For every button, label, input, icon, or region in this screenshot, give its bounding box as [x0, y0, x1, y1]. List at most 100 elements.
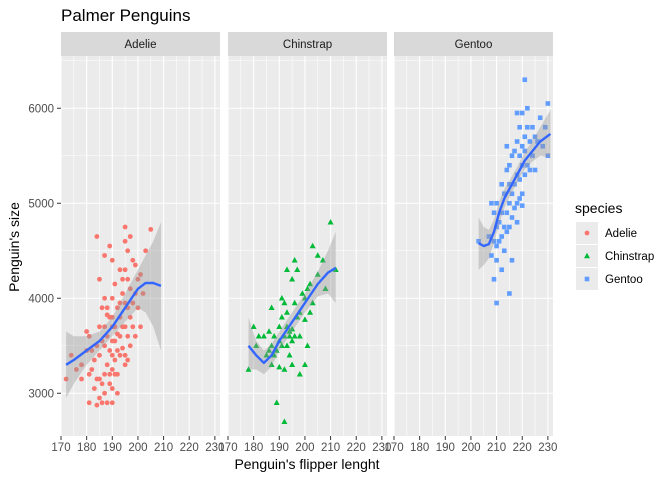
data-point	[304, 342, 311, 348]
data-point	[532, 134, 538, 140]
data-point	[120, 345, 125, 351]
smooth-line	[478, 132, 552, 248]
data-point	[122, 362, 128, 368]
data-point	[499, 210, 505, 216]
data-point	[102, 343, 107, 349]
smooth-line	[65, 281, 162, 366]
data-point	[283, 342, 290, 348]
data-point	[512, 181, 517, 187]
data-point	[253, 342, 260, 348]
data-point	[514, 110, 520, 116]
x-axis-title: Penguin's flipper lenght	[234, 456, 379, 472]
data-point	[122, 352, 128, 358]
data-point	[504, 143, 510, 149]
panel-background	[61, 56, 220, 436]
data-point	[127, 314, 133, 320]
data-point	[509, 153, 515, 159]
data-point	[130, 257, 136, 263]
data-point	[527, 167, 533, 173]
smooth-confidence-band	[66, 222, 162, 398]
data-point	[499, 181, 505, 187]
legend-key-triangle	[584, 252, 590, 259]
x-tick-label: 230	[205, 442, 224, 454]
data-point	[271, 352, 278, 358]
data-point	[519, 191, 525, 197]
data-point	[509, 191, 515, 197]
data-point	[514, 200, 520, 206]
data-point	[537, 115, 543, 121]
data-point	[289, 361, 296, 367]
data-point	[97, 352, 102, 358]
data-point	[307, 309, 314, 315]
facet-strip	[394, 32, 553, 56]
data-point	[507, 291, 512, 296]
data-point	[120, 276, 125, 282]
data-point	[143, 248, 149, 254]
data-point	[97, 276, 102, 282]
data-point	[109, 295, 115, 301]
data-point	[138, 272, 143, 277]
x-tick-label: 200	[128, 442, 147, 454]
x-tick-label: 200	[461, 442, 480, 454]
data-point	[309, 242, 316, 249]
y-tick-label: 3000	[28, 388, 54, 400]
data-point	[112, 357, 118, 363]
data-point	[94, 234, 100, 239]
data-point	[501, 224, 507, 230]
data-point	[517, 153, 522, 159]
data-point	[517, 196, 522, 201]
data-point	[299, 290, 306, 296]
data-point	[250, 323, 257, 329]
data-point	[104, 305, 110, 311]
data-point	[107, 243, 113, 249]
data-point	[91, 386, 97, 391]
data-point	[122, 267, 128, 273]
data-point	[86, 400, 92, 406]
data-point	[491, 276, 497, 282]
data-point	[314, 252, 321, 258]
data-point	[507, 200, 512, 206]
x-tick-label: 230	[538, 442, 557, 454]
data-point	[517, 177, 522, 182]
data-point	[491, 210, 497, 216]
data-point	[245, 366, 252, 372]
data-point	[304, 285, 311, 291]
data-point	[109, 314, 115, 320]
data-point	[99, 400, 105, 406]
data-point	[102, 390, 107, 396]
data-point	[496, 219, 502, 225]
data-point	[543, 124, 548, 130]
data-point	[278, 295, 285, 301]
data-point	[504, 210, 510, 216]
data-point	[273, 347, 280, 353]
data-point	[79, 362, 84, 368]
data-point	[327, 219, 334, 225]
data-point	[117, 300, 123, 306]
data-point	[286, 352, 293, 358]
x-tick-label: 210	[321, 442, 340, 454]
data-point	[271, 333, 278, 339]
data-point	[507, 181, 512, 187]
facet-strip	[228, 32, 387, 56]
facet-strip-label: Gentoo	[455, 39, 493, 51]
facet-panel-chinstrap: Chinstrap 170 180 190 200 210 220 230	[218, 32, 391, 454]
legend-label: Adelie	[605, 228, 637, 240]
data-point	[276, 363, 283, 370]
data-point	[322, 285, 329, 291]
data-point	[519, 143, 525, 149]
data-point	[291, 299, 298, 306]
data-point	[120, 291, 125, 296]
y-tick-label: 6000	[28, 103, 54, 115]
data-point	[494, 257, 499, 263]
x-tick-label: 180	[77, 442, 96, 454]
x-tick-label: 190	[103, 442, 122, 454]
data-point	[514, 139, 520, 144]
data-point	[130, 324, 136, 330]
data-point	[130, 300, 136, 306]
data-point	[104, 312, 110, 318]
x-tick-label: 200	[295, 442, 314, 454]
data-point	[122, 224, 128, 230]
data-point	[109, 400, 115, 406]
data-point	[122, 324, 128, 330]
